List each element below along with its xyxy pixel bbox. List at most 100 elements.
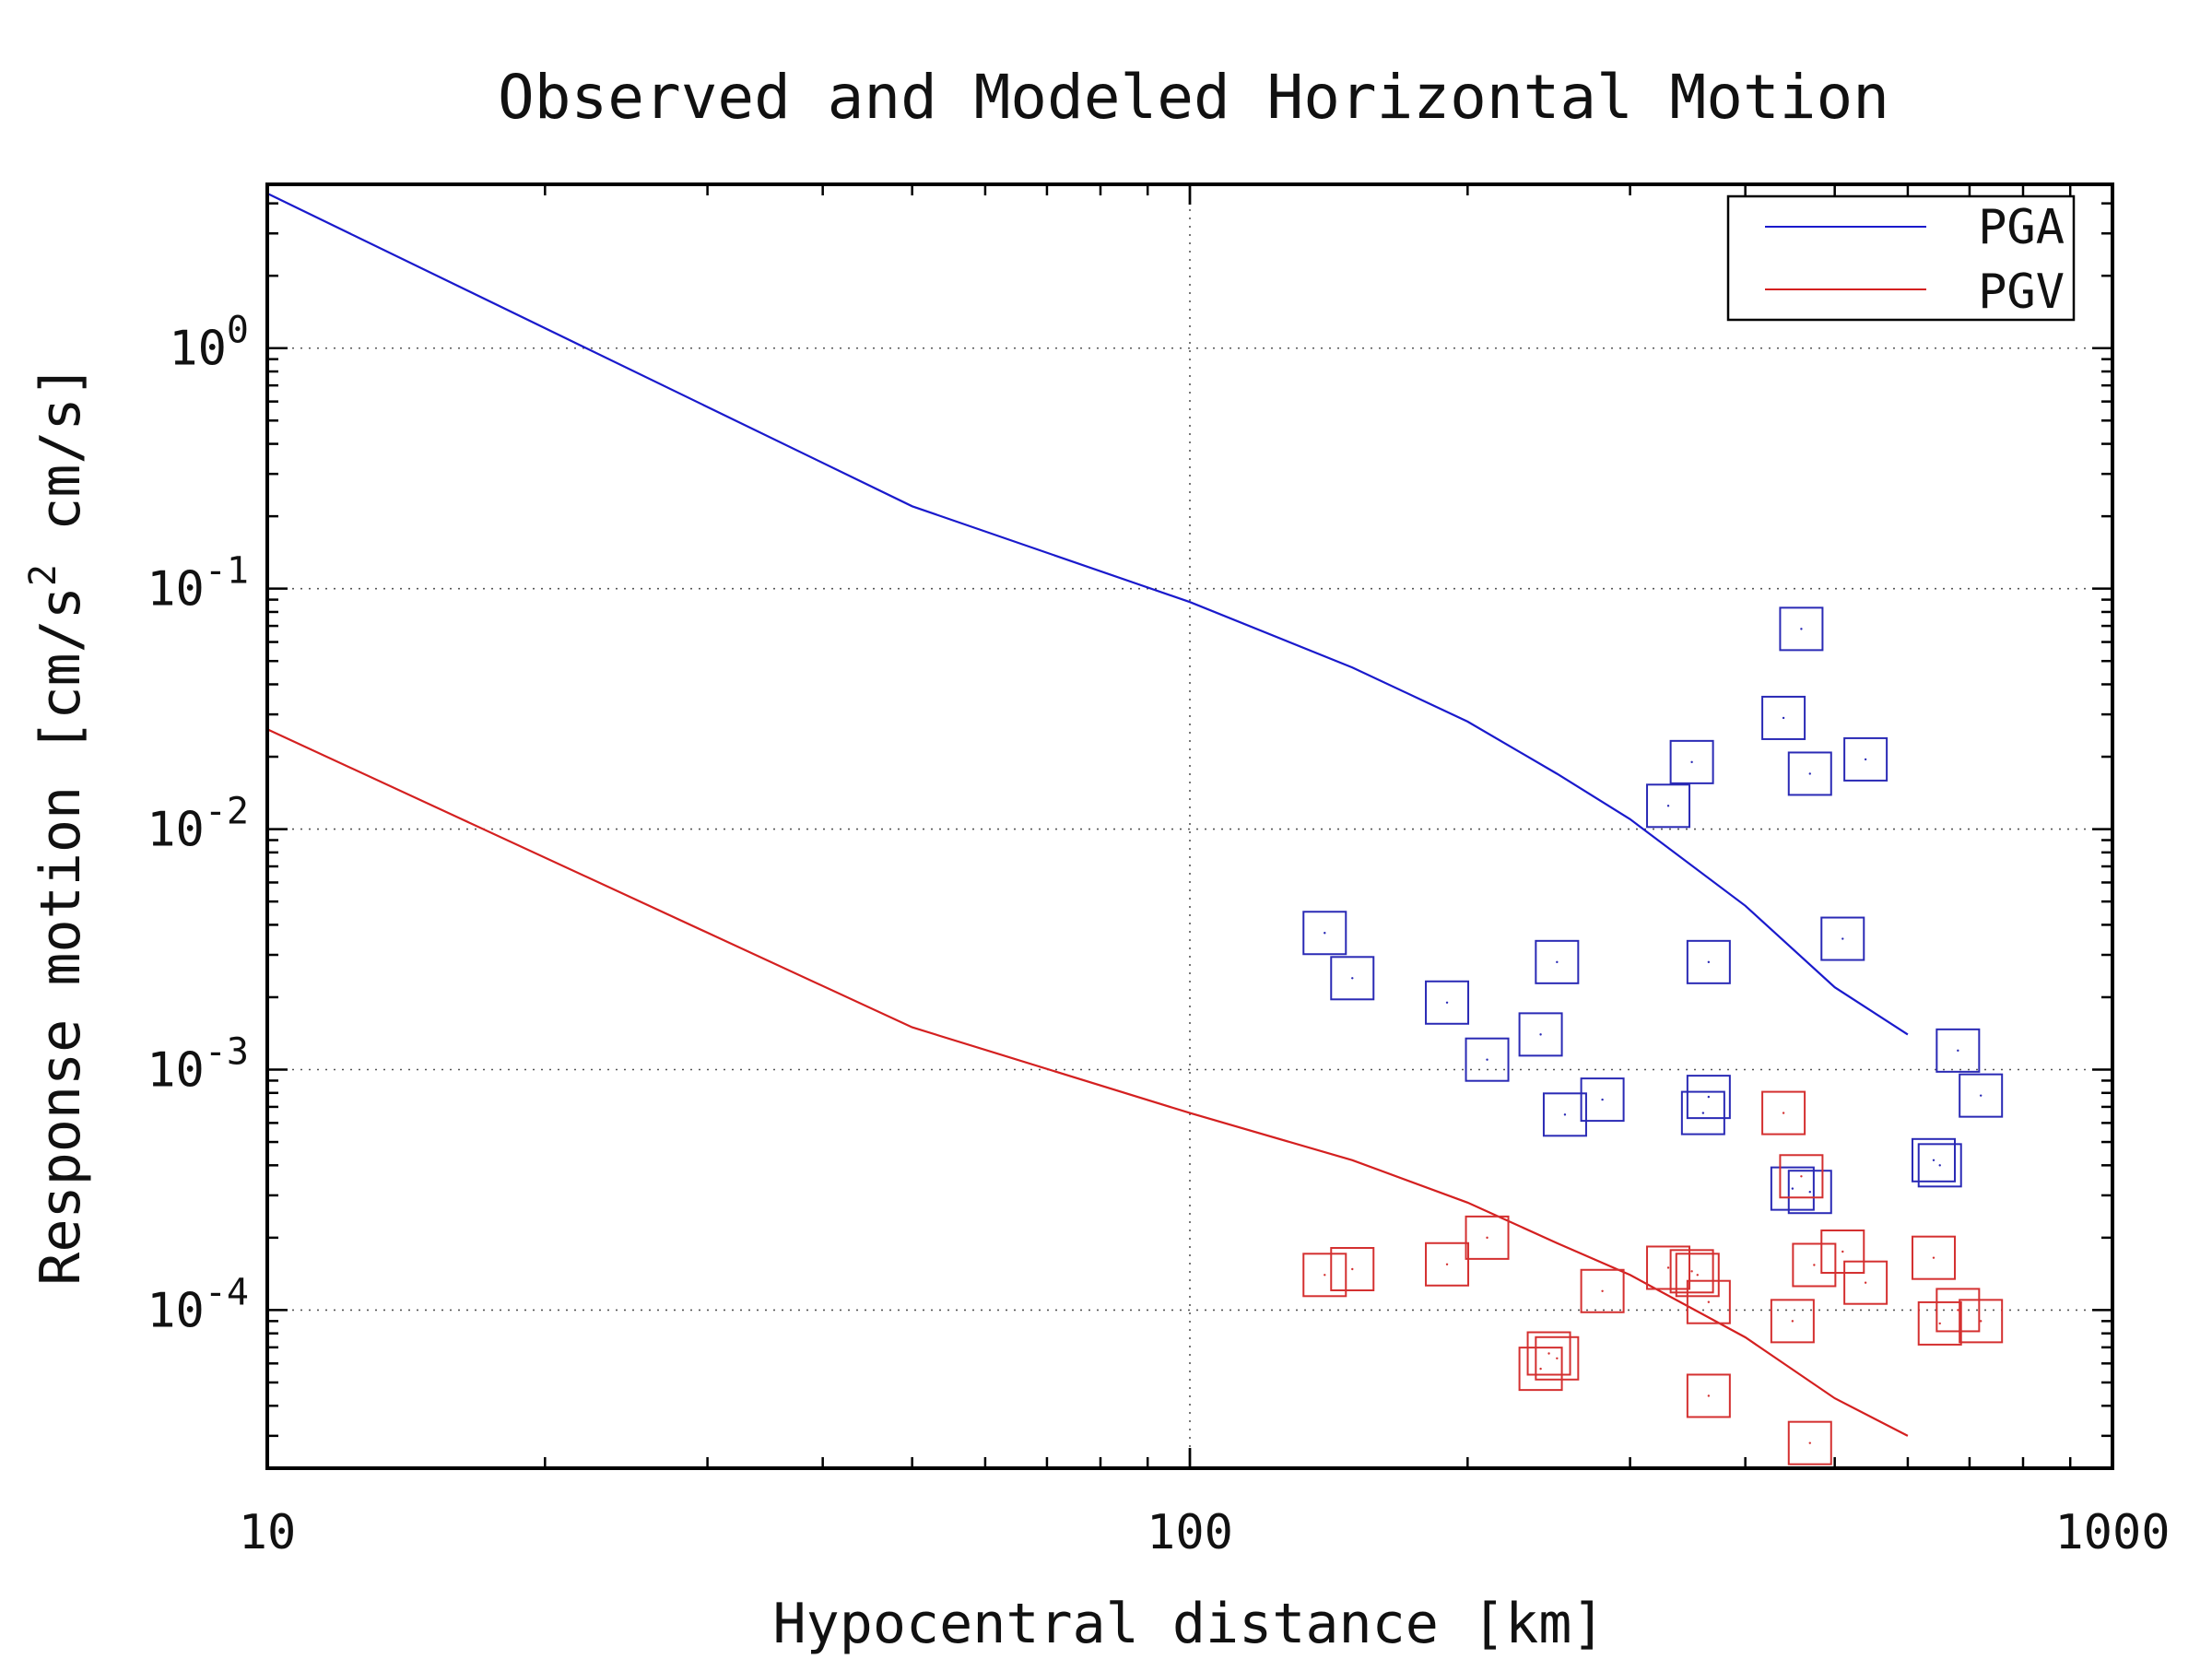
- observation-center-dot: [1701, 1112, 1705, 1114]
- y-axis-label: Response motion [cm/s2 cm/s]: [22, 364, 93, 1285]
- observation-marker-pgv: [1330, 1247, 1375, 1292]
- chart-title: Observed and Modeled Horizontal Motion: [498, 62, 1889, 133]
- observation-center-dot: [1539, 1367, 1542, 1371]
- observation-center-dot: [1938, 1322, 1941, 1325]
- observation-marker-pgv: [1686, 1279, 1731, 1324]
- observation-center-dot: [1324, 932, 1326, 935]
- observation-marker-pgv: [1580, 1268, 1625, 1313]
- observation-center-dot: [1707, 1300, 1711, 1303]
- observation-marker-pga: [1761, 695, 1806, 740]
- observation-center-dot: [1864, 758, 1867, 761]
- legend-label-pga: PGA: [1978, 200, 2065, 255]
- y-axis-label-main: Response motion [cm/s: [29, 586, 93, 1286]
- observation-marker-pga: [1917, 1143, 1962, 1188]
- observation-center-dot: [1547, 1352, 1550, 1355]
- x-tick-labels: 10 100 1000: [239, 1505, 2171, 1560]
- observation-marker-pgv: [1787, 1420, 1832, 1465]
- series-line-pgv: [266, 728, 1909, 1437]
- observation-center-dot: [1791, 1187, 1794, 1190]
- observation-center-dot: [1445, 1263, 1449, 1265]
- observation-center-dot: [1808, 1441, 1811, 1444]
- observation-marker-pgv: [1917, 1300, 1962, 1346]
- observation-marker-pga: [1686, 1075, 1731, 1120]
- y-tick-label: 10-1: [147, 550, 249, 618]
- observation-center-dot: [1351, 1267, 1354, 1271]
- observation-marker-pga: [1535, 939, 1580, 984]
- observation-center-dot: [1979, 1094, 1983, 1097]
- observation-center-dot: [1782, 716, 1785, 720]
- observation-marker-pga: [1465, 1037, 1510, 1082]
- model-curves: [266, 192, 1909, 1437]
- observation-marker-pgv: [1820, 1230, 1865, 1275]
- observation-marker-pga: [1686, 939, 1731, 984]
- observation-marker-pga: [1843, 736, 1888, 782]
- observation-center-dot: [1707, 960, 1711, 964]
- observation-center-dot: [1932, 1256, 1936, 1259]
- y-axis-label-superscript: 2: [22, 564, 65, 586]
- x-axis-label: Hypocentral distance [km]: [772, 1592, 1605, 1656]
- observation-center-dot: [1690, 760, 1693, 764]
- observation-center-dot: [1486, 1058, 1488, 1061]
- observation-marker-pga: [1302, 911, 1347, 956]
- observation-marker-pga: [1770, 1166, 1815, 1211]
- observation-center-dot: [1556, 1357, 1559, 1359]
- observation-marker-pgv: [1518, 1347, 1563, 1392]
- y-axis-label-unit: cm/s]: [29, 364, 93, 564]
- observation-marker-pgv: [1936, 1288, 1981, 1333]
- legend-label-pgv: PGV: [1978, 265, 2065, 320]
- observation-center-dot: [1539, 1033, 1542, 1036]
- observation-marker-pgv: [1792, 1242, 1837, 1288]
- y-tick-labels: 100 10-1 10-2 10-3 10-4: [147, 310, 249, 1339]
- observation-center-dot: [1782, 1112, 1785, 1114]
- observation-marker-pgv: [1675, 1253, 1720, 1298]
- observation-center-dot: [1808, 1191, 1811, 1194]
- observation-marker-pgv: [1761, 1090, 1806, 1135]
- x-tick-label: 10: [239, 1505, 297, 1560]
- observation-marker-pga: [1330, 956, 1375, 1001]
- observation-marker-pga: [1959, 1073, 2004, 1118]
- grid-lines: [267, 184, 2112, 1468]
- observation-center-dot: [1791, 1320, 1794, 1323]
- observation-marker-pga: [1580, 1077, 1625, 1123]
- observation-markers: [1302, 606, 2004, 1465]
- observation-marker-pga: [1787, 751, 1832, 796]
- observation-center-dot: [1841, 1250, 1844, 1253]
- observation-marker-pga: [1936, 1028, 1981, 1073]
- observation-marker-pgv: [1465, 1215, 1510, 1260]
- observation-marker-pgv: [1669, 1249, 1714, 1294]
- observation-center-dot: [1707, 1394, 1711, 1397]
- observation-center-dot: [1445, 1001, 1449, 1004]
- observation-center-dot: [1601, 1098, 1604, 1101]
- observation-center-dot: [1938, 1164, 1941, 1167]
- observation-marker-pgv: [1959, 1299, 2004, 1344]
- observation-marker-pgv: [1526, 1331, 1571, 1376]
- observation-marker-pgv: [1425, 1241, 1470, 1287]
- observation-center-dot: [1957, 1309, 1959, 1312]
- observation-center-dot: [1666, 1266, 1670, 1269]
- y-tick-label: 100: [169, 310, 249, 377]
- observation-marker-pga: [1779, 606, 1824, 652]
- legend: PGA PGV: [1726, 194, 2076, 322]
- observation-center-dot: [1800, 628, 1803, 630]
- observation-center-dot: [1707, 1095, 1711, 1099]
- observation-center-dot: [1556, 960, 1559, 964]
- observation-marker-pga: [1680, 1090, 1725, 1135]
- series-line-pga: [266, 192, 1909, 1036]
- observation-marker-pga: [1787, 1170, 1832, 1215]
- observation-center-dot: [1979, 1320, 1983, 1323]
- observation-center-dot: [1813, 1264, 1816, 1266]
- observation-center-dot: [1351, 977, 1354, 980]
- observation-center-dot: [1486, 1236, 1488, 1240]
- x-tick-label: 100: [1147, 1505, 1233, 1560]
- axis-ticks: [265, 184, 2114, 1468]
- observation-marker-pga: [1518, 1012, 1563, 1057]
- y-tick-label: 10-3: [147, 1031, 249, 1099]
- observation-marker-pga: [1425, 980, 1470, 1025]
- observation-marker-pgv: [1686, 1373, 1731, 1418]
- observation-marker-pga: [1820, 916, 1865, 961]
- observation-marker-pga: [1542, 1092, 1587, 1137]
- observation-center-dot: [1666, 805, 1670, 807]
- observation-center-dot: [1800, 1175, 1803, 1178]
- observation-center-dot: [1864, 1281, 1867, 1284]
- observation-marker-pgv: [1911, 1235, 1956, 1280]
